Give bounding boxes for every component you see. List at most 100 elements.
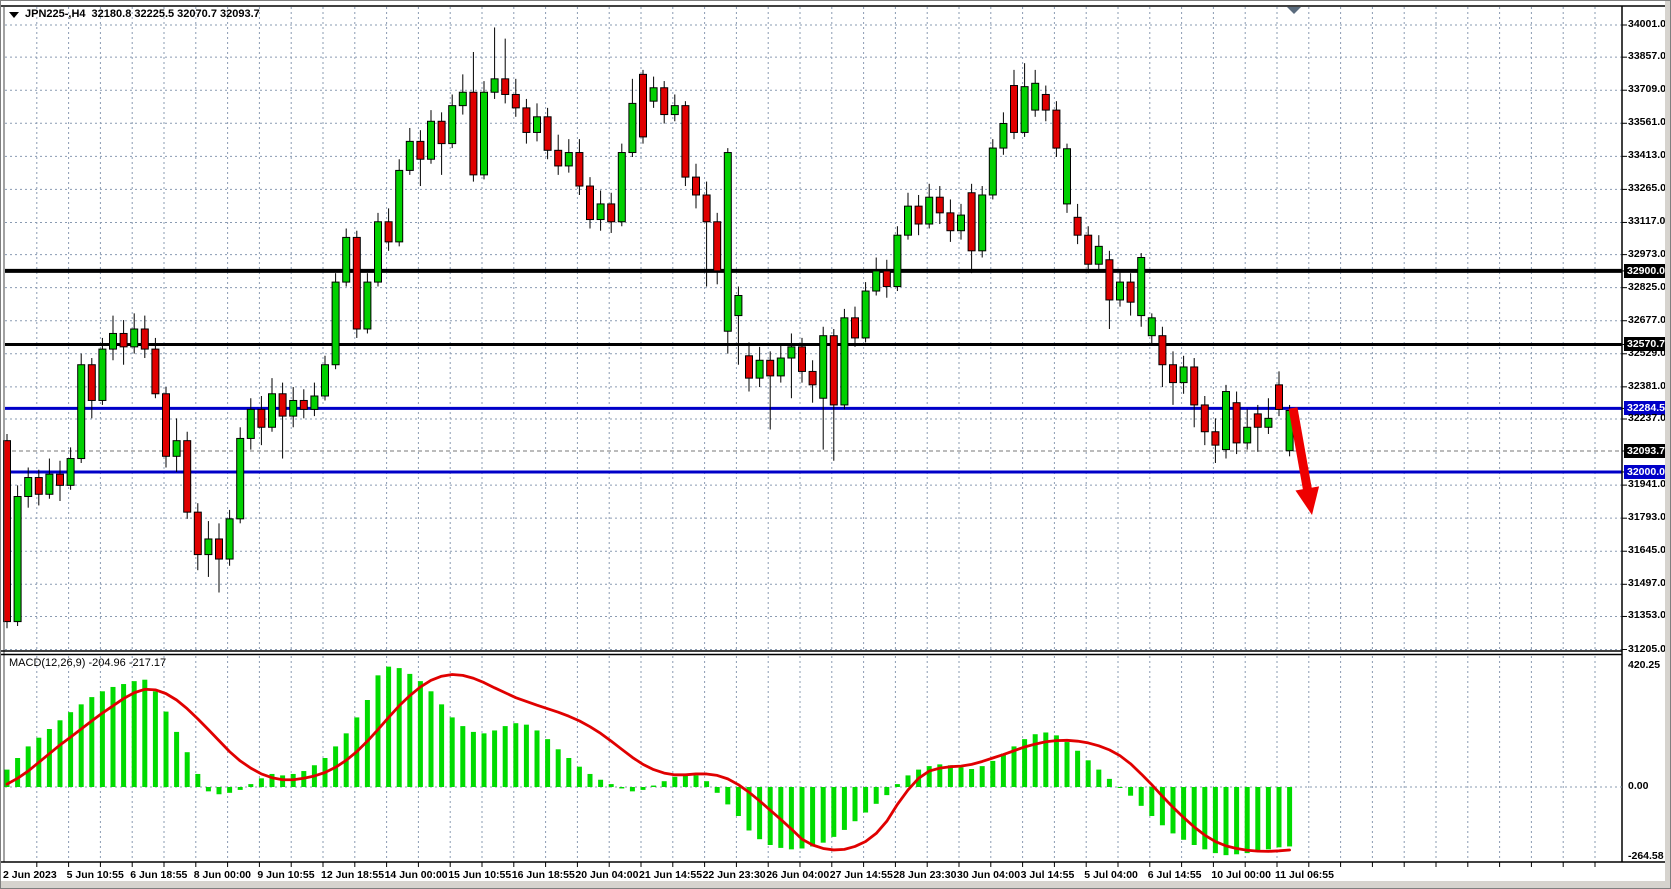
macd-histogram-bar: [131, 681, 137, 787]
macd-histogram-bar: [78, 704, 84, 787]
macd-scale-zero: 0.00: [1628, 780, 1649, 792]
candle-body: [607, 203, 616, 223]
time-axis-label: 3 Jul 14:55: [1020, 869, 1075, 881]
price-axis-label: 31941.0: [1628, 478, 1666, 491]
macd-histogram-bar: [1181, 787, 1187, 840]
candle-body: [183, 440, 192, 513]
macd-histogram-bar: [926, 766, 932, 787]
macd-histogram-bar: [566, 758, 572, 787]
candle-body: [681, 105, 690, 178]
trend-arrow-shaft[interactable]: [1288, 407, 1313, 494]
candle-body: [119, 332, 128, 348]
macd-histogram-bar: [216, 787, 222, 795]
macd-histogram-bar: [4, 769, 10, 787]
macd-histogram-bar: [152, 691, 158, 787]
candle-body: [628, 102, 637, 154]
macd-histogram-bar: [682, 773, 688, 787]
time-axis-label: 10 Jul 00:00: [1211, 869, 1271, 881]
macd-histogram-bar: [502, 726, 508, 787]
candle-body: [77, 364, 86, 460]
price-axis-label: 32677.0: [1628, 313, 1666, 326]
symbol-timeframe-label: JPN225-,H4: [25, 8, 86, 20]
time-axis-label: 16 Jun 18:55: [511, 869, 575, 881]
macd-histogram-bar: [598, 779, 604, 787]
macd-histogram-bar: [937, 764, 943, 787]
candle-body: [978, 194, 987, 252]
candle-body: [215, 538, 223, 560]
macd-histogram-bar: [947, 765, 953, 787]
ohlc-readout: 32180.8 32225.5 32070.7 32093.7: [91, 8, 260, 20]
macd-histogram-bar: [184, 752, 190, 787]
macd-histogram-bar: [1032, 734, 1038, 787]
macd-histogram-bar: [831, 787, 837, 837]
macd-histogram-bar: [269, 773, 275, 787]
macd-histogram-bar: [57, 720, 63, 787]
price-axis-label: 32237.0: [1628, 412, 1666, 424]
candle-body: [660, 87, 669, 116]
macd-histogram-bar: [545, 739, 551, 787]
trend-arrow-head[interactable]: [1295, 486, 1320, 515]
macd-histogram-bar: [555, 749, 561, 787]
symbol-dropdown-icon[interactable]: [9, 11, 19, 18]
macd-histogram-bar: [1064, 742, 1070, 787]
candle-body: [692, 176, 700, 196]
candle-body: [935, 196, 944, 214]
candle-body: [1275, 384, 1283, 410]
macd-histogram-bar: [725, 787, 731, 805]
candle-body: [564, 152, 573, 167]
macd-histogram-bar: [1096, 769, 1102, 787]
macd-histogram-bar: [799, 787, 805, 849]
candle-body: [458, 91, 467, 107]
time-axis-label: 28 Jun 23:30: [893, 869, 957, 881]
candle-body: [289, 399, 298, 417]
time-axis-label: 20 Jun 04:00: [575, 869, 639, 881]
macd-histogram-bar: [25, 746, 31, 787]
macd-histogram-bar: [1022, 739, 1028, 787]
price-axis-label: 33265.0: [1628, 182, 1666, 195]
candle-body: [501, 78, 510, 95]
macd-histogram-bar: [767, 787, 773, 845]
macd-histogram-bar: [481, 733, 487, 787]
macd-histogram-bar: [990, 760, 996, 787]
candle-body: [882, 270, 891, 288]
macd-histogram-bar: [619, 787, 625, 789]
candle-body: [416, 140, 425, 160]
candle-body: [617, 152, 626, 223]
candle-body: [893, 234, 902, 288]
candle-body: [151, 348, 160, 395]
time-axis-label: 2 Jun 2023: [3, 869, 57, 881]
price-axis-label: 32825.0: [1628, 280, 1666, 293]
price-level-badge: 32284.5: [1624, 401, 1668, 416]
candle-body: [745, 355, 753, 379]
macd-histogram-bar: [1159, 787, 1165, 826]
macd-histogram-bar: [852, 787, 858, 822]
macd-histogram-bar: [364, 700, 370, 787]
window-right-strip: [1665, 1, 1670, 888]
time-axis-label: 6 Jul 14:55: [1147, 869, 1202, 881]
time-axis-label: 27 Jun 14:55: [829, 869, 893, 881]
macd-histogram-bar: [1255, 787, 1261, 852]
candle-body: [639, 73, 647, 138]
macd-histogram-bar: [820, 787, 826, 843]
candle-body: [1105, 259, 1114, 301]
time-axis-label: 21 Jun 14:55: [639, 869, 703, 881]
macd-histogram-bar: [460, 726, 466, 787]
candle-body: [1200, 404, 1209, 433]
macd-histogram-bar: [905, 775, 911, 787]
candle-body: [798, 346, 806, 372]
candle-body: [819, 335, 828, 399]
price-axis-label: 31353.0: [1628, 609, 1666, 622]
candle-body: [988, 147, 997, 196]
price-axis-label: 33561.0: [1628, 116, 1666, 129]
candle-body: [522, 107, 531, 133]
candle-body: [246, 408, 255, 439]
window-bottom-strip: [1, 881, 1670, 888]
price-axis-label: 34001.0: [1628, 18, 1666, 30]
candle-body: [395, 169, 404, 243]
macd-histogram-bar: [1000, 753, 1006, 787]
macd-histogram-bar: [1244, 787, 1250, 854]
price-axis-label: 31793.0: [1628, 511, 1666, 524]
macd-histogram-bar: [534, 730, 540, 787]
candle-body: [278, 393, 287, 417]
